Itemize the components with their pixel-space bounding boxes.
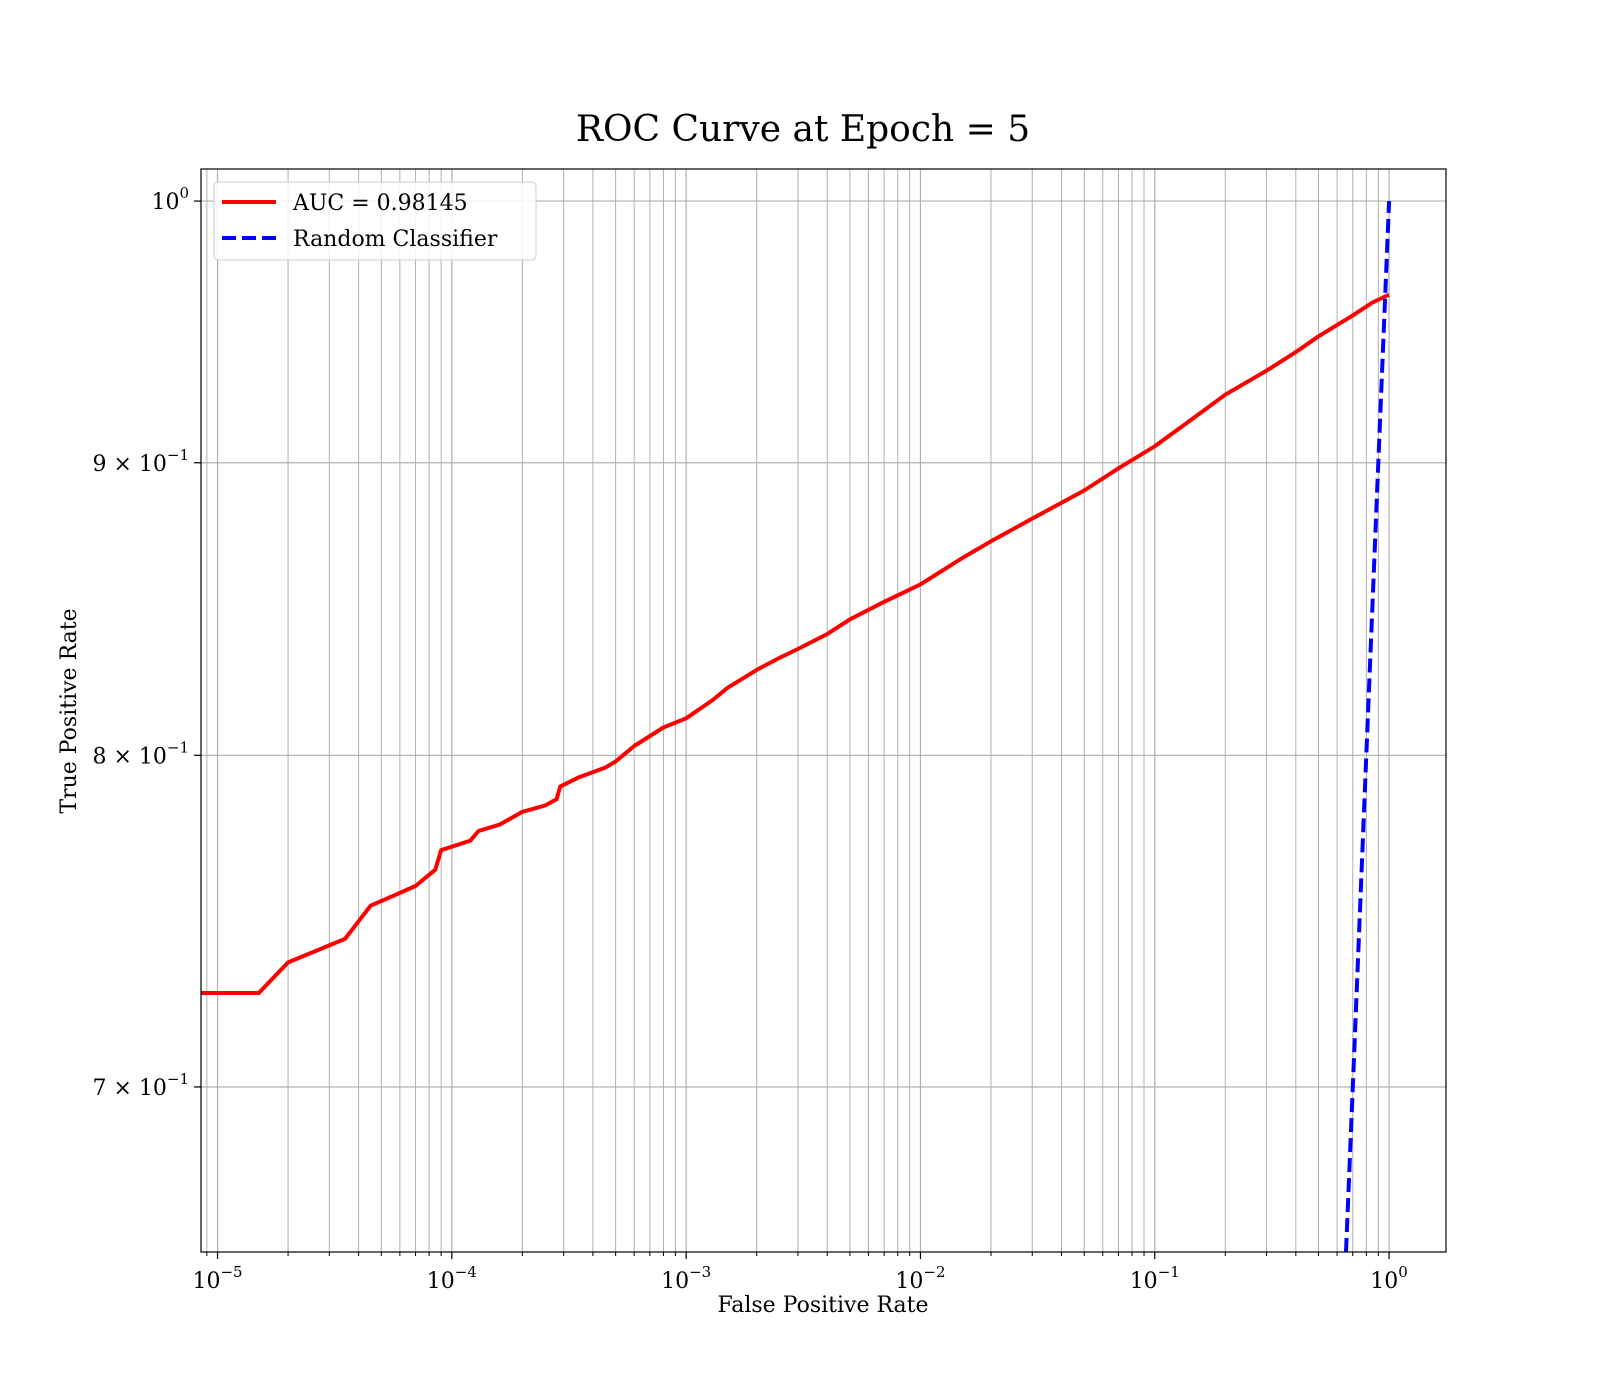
x-tick-label: 10−5 xyxy=(192,1263,242,1294)
legend: AUC = 0.98145 Random Classifier xyxy=(213,181,537,261)
x-tick-label: 10−2 xyxy=(895,1263,945,1294)
random-classifier-line xyxy=(1344,201,1392,1252)
x-tick-label: 10−3 xyxy=(661,1263,711,1294)
roc-curve-line xyxy=(201,292,1390,995)
x-axis-label: False Positive Rate xyxy=(717,1293,928,1318)
ticks: 10−5 10−4 10−3 10−2 10−1 100 7 × 10−1 8 × 10−1 9… xyxy=(92,184,1407,1294)
x-tick-label: 10−4 xyxy=(427,1263,477,1294)
grid xyxy=(201,169,1446,1252)
x-tick-label: 10−1 xyxy=(1130,1263,1180,1294)
series-layer xyxy=(201,201,1392,1252)
legend-label: Random Classifier xyxy=(293,227,498,252)
plot-frame xyxy=(200,168,1447,1253)
x-tick-label: 100 xyxy=(1370,1263,1408,1294)
y-tick-label: 100 xyxy=(151,184,189,215)
y-axis-label: True Positive Rate xyxy=(57,608,82,813)
legend-label: AUC = 0.98145 xyxy=(292,191,468,216)
y-tick-label: 8 × 10−1 xyxy=(92,738,189,769)
chart-title: ROC Curve at Epoch = 5 xyxy=(576,109,1030,150)
legend-box xyxy=(213,181,537,261)
y-tick-label: 7 × 10−1 xyxy=(92,1070,189,1101)
y-tick-label: 9 × 10−1 xyxy=(92,446,189,477)
